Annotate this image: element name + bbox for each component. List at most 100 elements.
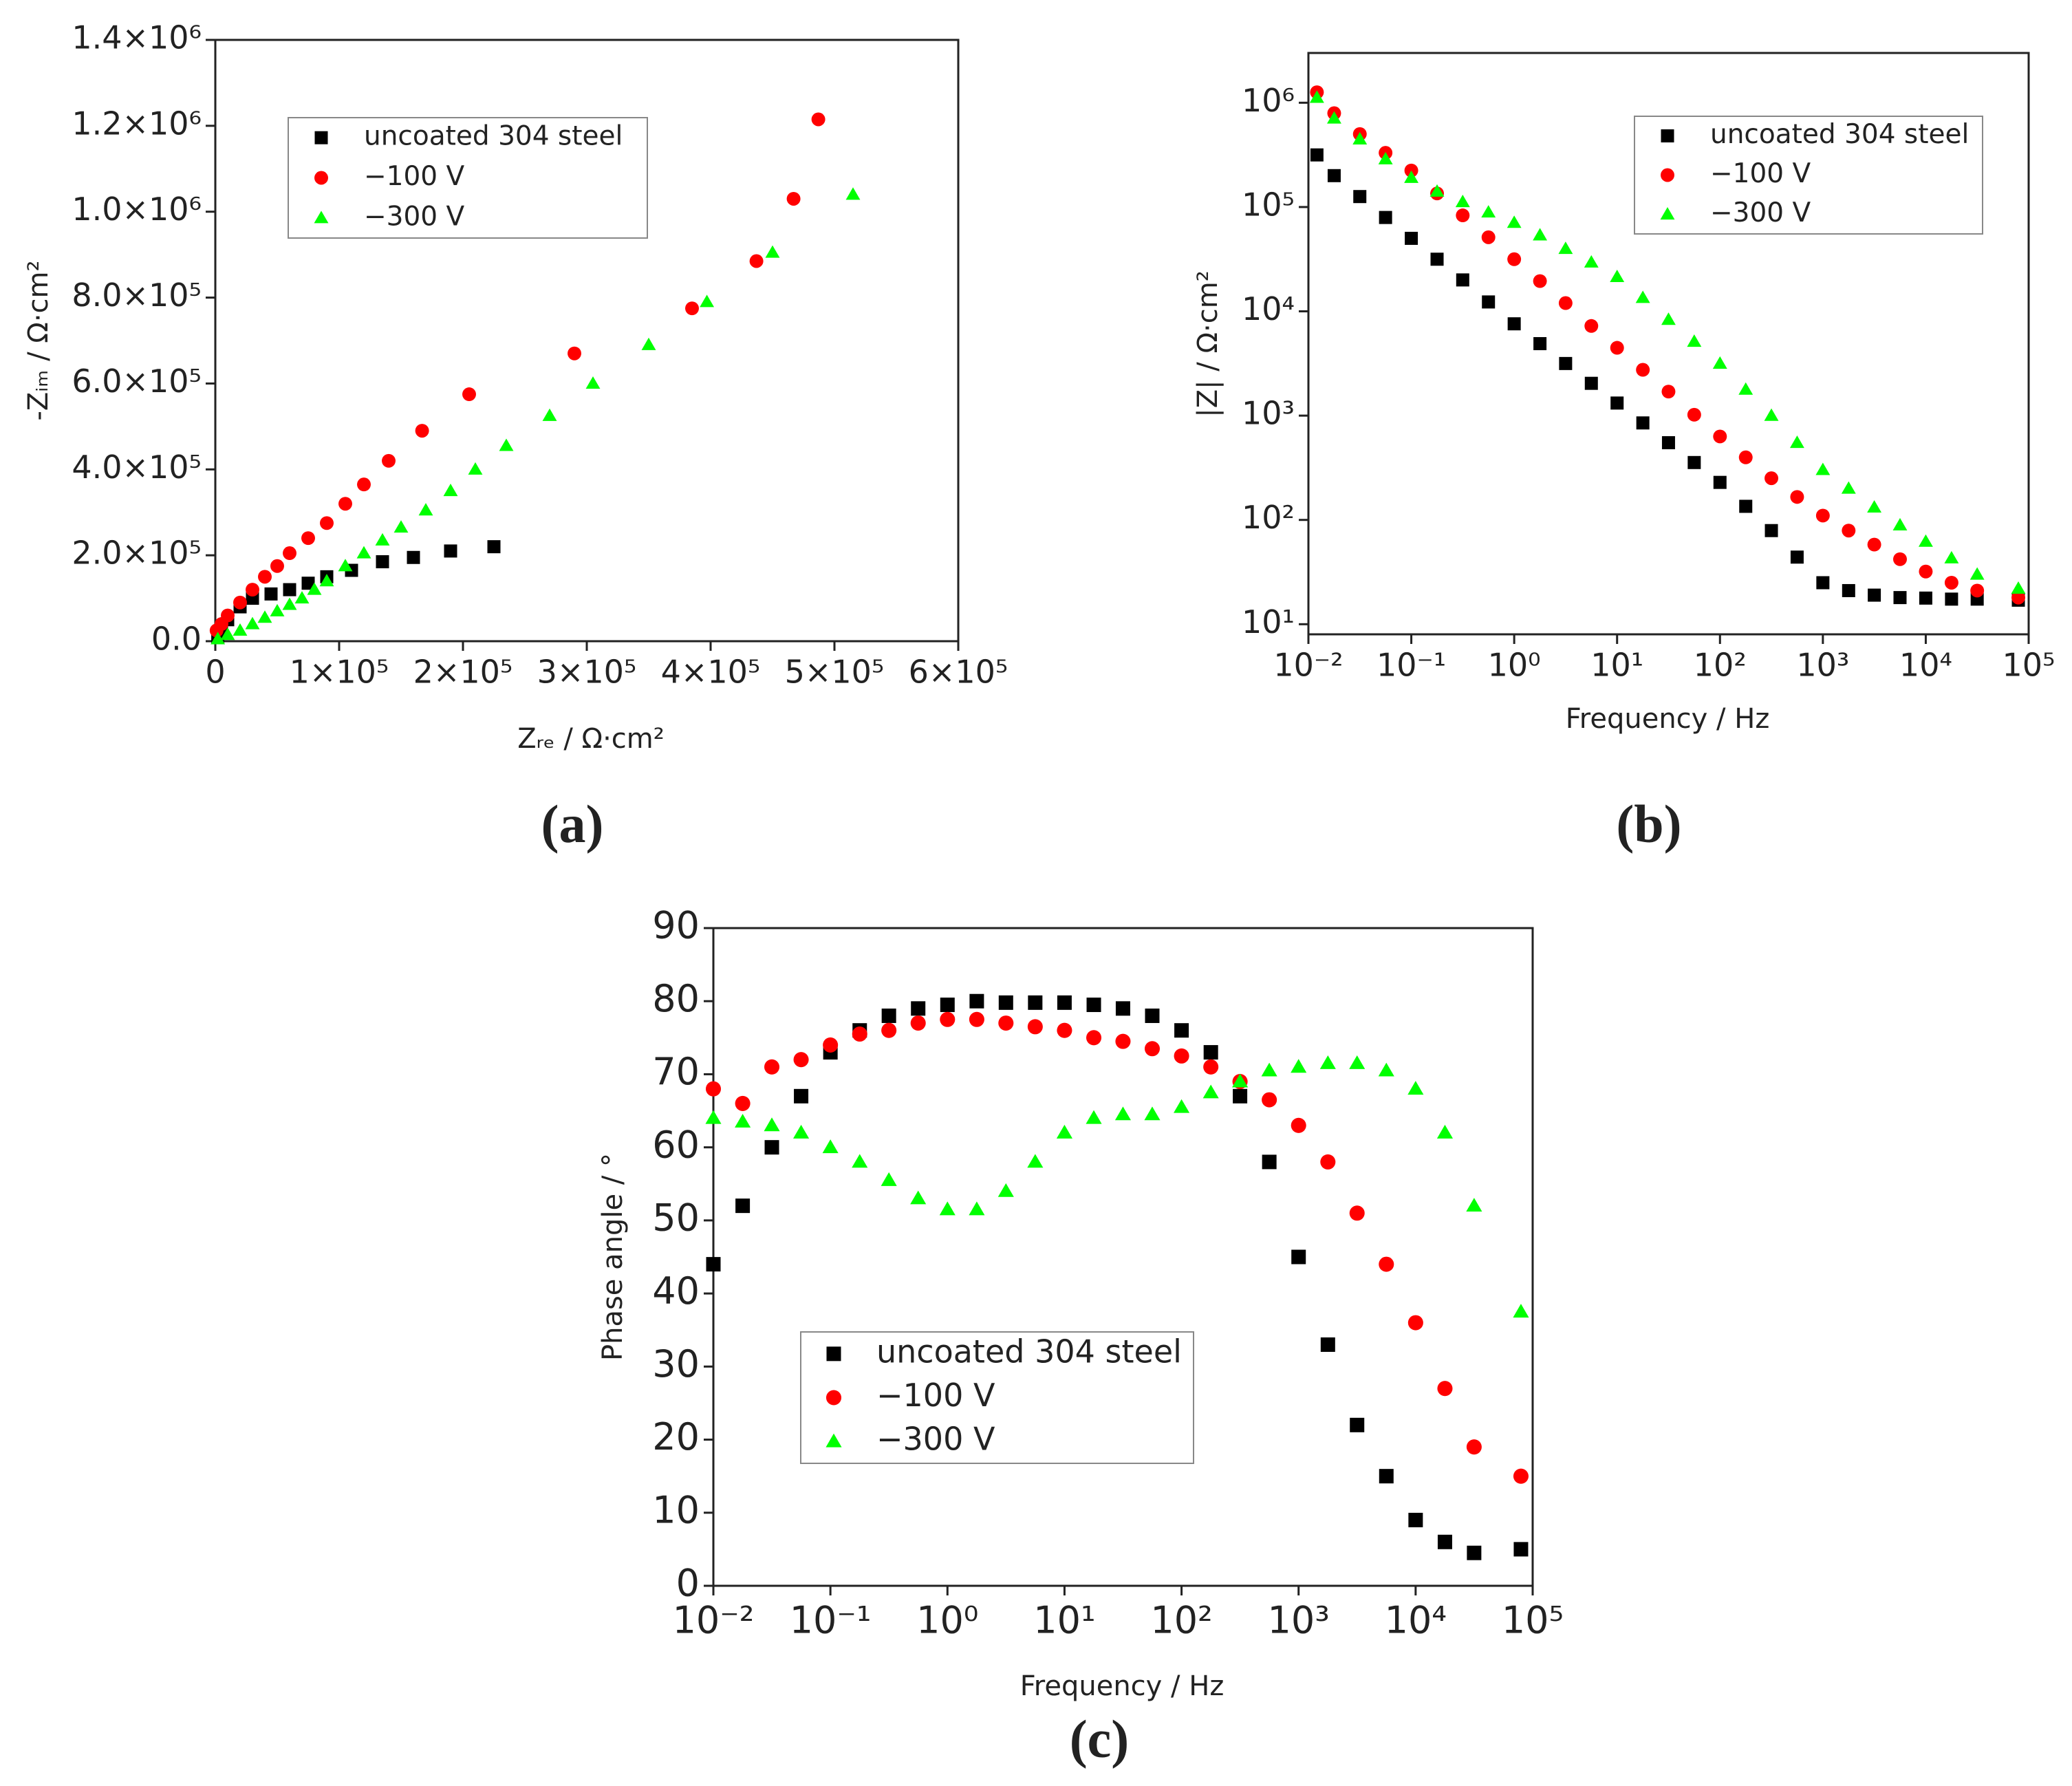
legend-label: −100 V (1710, 158, 1811, 189)
marker (1261, 1062, 1277, 1077)
marker (542, 408, 557, 421)
marker (283, 583, 296, 596)
marker (282, 597, 297, 610)
marker (845, 187, 861, 200)
marker (357, 477, 371, 492)
marker (1027, 1154, 1044, 1168)
y-tick-label: 20 (652, 1415, 700, 1459)
marker (793, 1124, 810, 1139)
marker (969, 1201, 985, 1216)
y-tick-label: 4.0×10⁵ (72, 449, 202, 486)
marker (1892, 517, 1908, 530)
x-tick-label: 10⁻² (1273, 647, 1343, 684)
legend-label: −300 V (1710, 197, 1811, 228)
marker (1893, 552, 1907, 566)
x-axis-label: Zᵣₑ / Ω·cm² (517, 723, 665, 755)
marker (735, 1198, 751, 1214)
marker (1057, 995, 1072, 1010)
marker (1789, 435, 1804, 449)
marker (257, 610, 272, 623)
marker (1378, 1062, 1394, 1077)
x-tick-label: 10⁻² (673, 1598, 755, 1642)
marker (1513, 1304, 1529, 1318)
marker (1404, 163, 1418, 177)
marker (1867, 537, 1881, 552)
legend-label: −100 V (876, 1377, 995, 1414)
y-axis-label: Phase angle / ° (597, 1153, 629, 1361)
marker (1407, 1315, 1423, 1331)
panel-caption: (b) (1616, 794, 1681, 854)
marker (1456, 273, 1469, 287)
marker (1739, 499, 1753, 513)
marker (233, 623, 248, 636)
marker (1028, 995, 1043, 1010)
y-tick-label: 1.0×10⁶ (72, 191, 202, 228)
marker (1086, 1030, 1102, 1046)
y-tick-label: 90 (652, 904, 700, 947)
marker (270, 559, 284, 573)
marker (314, 171, 328, 185)
marker (1738, 450, 1753, 464)
marker (1584, 376, 1598, 390)
marker (246, 583, 259, 597)
legend-box (288, 117, 648, 239)
marker (487, 540, 501, 554)
x-tick-label: 10⁻¹ (790, 1598, 872, 1642)
marker (685, 301, 699, 316)
marker (211, 632, 226, 645)
marker (1661, 168, 1674, 182)
y-axis-label: -Zᵢₘ / Ω·cm² (23, 260, 54, 420)
marker (1513, 1542, 1529, 1557)
legend-label: −100 V (364, 161, 465, 192)
marker (1203, 1059, 1219, 1075)
y-tick-label: 10 (652, 1488, 700, 1531)
marker (1114, 1106, 1131, 1121)
marker (314, 131, 328, 144)
marker (1352, 131, 1368, 144)
marker (1291, 1117, 1306, 1133)
marker (1379, 1256, 1394, 1272)
marker (283, 546, 296, 560)
marker (764, 1059, 780, 1075)
marker (2011, 590, 2025, 605)
marker (270, 603, 285, 616)
marker (1466, 1198, 1482, 1212)
marker (1404, 170, 1419, 183)
y-tick-label: 10³ (1242, 395, 1295, 432)
marker (1232, 1073, 1249, 1088)
x-tick-label: 10⁻¹ (1377, 647, 1446, 684)
marker (2011, 581, 2026, 594)
marker (1086, 1110, 1102, 1124)
marker (301, 577, 315, 590)
x-tick-label: 10⁵ (2003, 647, 2055, 684)
marker (462, 387, 476, 402)
marker (1466, 1439, 1482, 1455)
marker (786, 192, 801, 206)
marker (1507, 215, 1522, 228)
marker (356, 546, 371, 559)
marker (852, 1026, 867, 1042)
marker (1661, 435, 1675, 449)
marker (1738, 382, 1753, 395)
marker (1713, 429, 1727, 444)
marker (245, 616, 260, 630)
marker (468, 462, 483, 475)
marker (1262, 1092, 1277, 1108)
x-tick-label: 10⁰ (1488, 647, 1541, 684)
x-tick-label: 10³ (1796, 647, 1849, 684)
marker (1868, 588, 1881, 602)
marker (1327, 169, 1341, 182)
marker (1919, 564, 1933, 579)
marker (1661, 385, 1676, 399)
marker (1558, 241, 1573, 255)
marker (1203, 1045, 1218, 1060)
marker (825, 1433, 842, 1448)
marker (823, 1037, 839, 1053)
marker (1687, 455, 1701, 469)
marker (1115, 1033, 1131, 1049)
marker (1918, 534, 1933, 547)
y-tick-label: 70 (652, 1050, 700, 1093)
marker (1944, 576, 1958, 590)
marker (1841, 481, 1856, 494)
x-tick-label: 1×10⁵ (290, 654, 389, 691)
